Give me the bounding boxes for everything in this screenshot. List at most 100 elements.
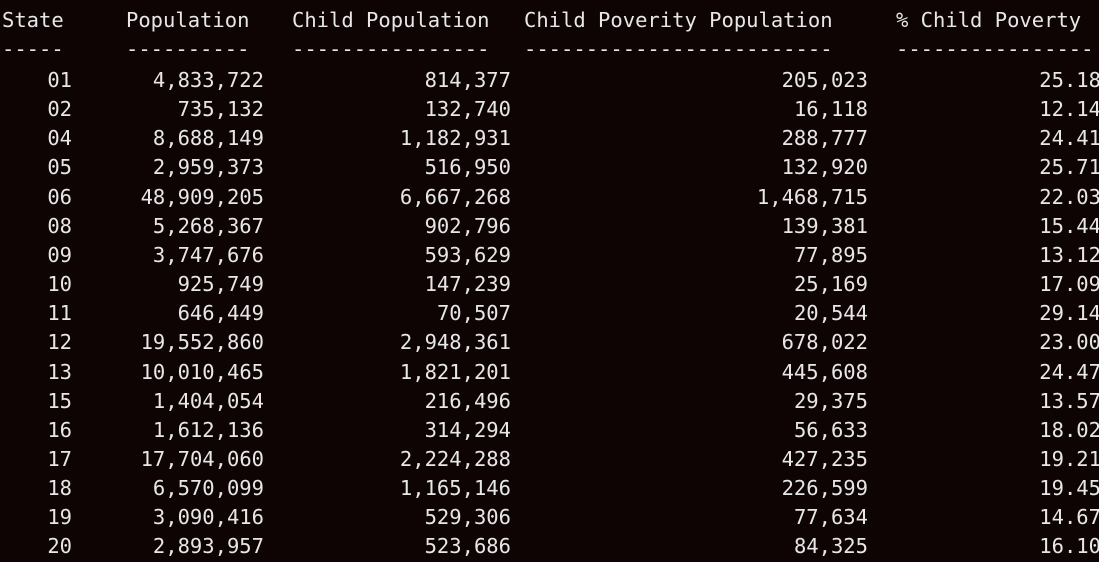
cell-population: 1,612,136 <box>152 417 264 442</box>
cell-child-population: 314,294 <box>424 417 511 442</box>
table-separator-row: ----- ---------- ---------------- ------… <box>0 35 1099 64</box>
cell-state-code: 20 <box>47 534 72 559</box>
cell-child-poverity-population: 445,608 <box>781 359 868 384</box>
cell-percent-child-poverty: 24.47 <box>1039 359 1099 384</box>
cell-state-code: 09 <box>47 242 72 267</box>
table-row: 18 6,570,099 1,165,146 226,599 19.45 <box>0 474 1099 503</box>
cell-state-code: 16 <box>47 417 72 442</box>
cell-child-poverity-population: 678,022 <box>781 330 868 355</box>
table-row: 09 3,747,676 593,629 77,895 13.12 <box>0 241 1099 270</box>
cell-population: 10,010,465 <box>140 359 264 384</box>
cell-child-poverity-population: 77,634 <box>793 505 868 530</box>
cell-child-poverity-population: 1,468,715 <box>756 184 868 209</box>
cell-state-code: 18 <box>47 476 72 501</box>
table-row: 12 19,552,860 2,948,361 678,022 23.00 <box>0 328 1099 357</box>
cell-state-code: 15 <box>47 388 72 413</box>
cell-child-population: 529,306 <box>424 505 511 530</box>
table-header-row: State Population Child Population Child … <box>0 6 1099 35</box>
cell-state-code: 17 <box>47 446 72 471</box>
cell-population: 1,404,054 <box>152 388 264 413</box>
cell-percent-child-poverty: 24.41 <box>1039 126 1099 151</box>
cell-child-poverity-population: 132,920 <box>781 155 868 180</box>
cell-child-population: 6,667,268 <box>399 184 511 209</box>
cell-population: 5,268,367 <box>152 213 264 238</box>
cell-state-code: 05 <box>47 155 72 180</box>
table-row: 08 5,268,367 902,796 139,381 15.44 <box>0 212 1099 241</box>
cell-state-code: 02 <box>47 97 72 122</box>
cell-percent-child-poverty: 15.44 <box>1039 213 1099 238</box>
header-child-poverity-population: Child Poverity Population <box>524 8 833 32</box>
cell-child-population: 216,496 <box>424 388 511 413</box>
table-row: 11 646,449 70,507 20,544 29.14 <box>0 299 1099 328</box>
table-row: 19 3,090,416 529,306 77,634 14.67 <box>0 503 1099 532</box>
cell-child-population: 70,507 <box>436 301 511 326</box>
cell-child-poverity-population: 77,895 <box>793 242 868 267</box>
cell-child-population: 2,948,361 <box>399 330 511 355</box>
cell-population: 735,132 <box>177 97 264 122</box>
header-child-population: Child Population <box>292 8 490 32</box>
cell-child-poverity-population: 16,118 <box>793 97 868 122</box>
cell-percent-child-poverty: 12.14 <box>1039 97 1099 122</box>
cell-child-population: 2,224,288 <box>399 446 511 471</box>
cell-state-code: 10 <box>47 272 72 297</box>
cell-population: 3,747,676 <box>152 242 264 267</box>
table-row: 15 1,404,054 216,496 29,375 13.57 <box>0 387 1099 416</box>
cell-child-population: 593,629 <box>424 242 511 267</box>
cell-population: 4,833,722 <box>152 68 264 92</box>
separator-percent-child-poverty: ---------------- <box>896 37 1094 61</box>
cell-percent-child-poverty: 14.67 <box>1039 505 1099 530</box>
cell-child-poverity-population: 25,169 <box>793 272 868 297</box>
separator-child-population: ---------------- <box>292 37 490 61</box>
cell-child-population: 1,821,201 <box>399 359 511 384</box>
cell-percent-child-poverty: 22.03 <box>1039 184 1099 209</box>
cell-percent-child-poverty: 25.18 <box>1039 68 1099 92</box>
header-state: State <box>2 8 64 32</box>
cell-percent-child-poverty: 23.00 <box>1039 330 1099 355</box>
cell-percent-child-poverty: 19.45 <box>1039 476 1099 501</box>
cell-state-code: 01 <box>47 68 72 92</box>
table-row: 17 17,704,060 2,224,288 427,235 19.21 <box>0 445 1099 474</box>
separator-population: ---------- <box>126 37 250 61</box>
cell-percent-child-poverty: 17.09 <box>1039 272 1099 297</box>
cell-child-poverity-population: 84,325 <box>793 534 868 559</box>
table-row: 10 925,749 147,239 25,169 17.09 <box>0 270 1099 299</box>
cell-state-code: 13 <box>47 359 72 384</box>
table-row: 02 735,132 132,740 16,118 12.14 <box>0 95 1099 124</box>
cell-child-poverity-population: 205,023 <box>781 68 868 92</box>
cell-population: 925,749 <box>177 272 264 297</box>
table-row: 04 8,688,149 1,182,931 288,777 24.41 <box>0 124 1099 153</box>
cell-child-population: 902,796 <box>424 213 511 238</box>
cell-population: 2,959,373 <box>152 155 264 180</box>
table-row: 13 10,010,465 1,821,201 445,608 24.47 <box>0 358 1099 387</box>
cell-child-poverity-population: 226,599 <box>781 476 868 501</box>
cell-child-population: 814,377 <box>424 68 511 92</box>
cell-child-poverity-population: 427,235 <box>781 446 868 471</box>
cell-population: 6,570,099 <box>152 476 264 501</box>
cell-state-code: 19 <box>47 505 72 530</box>
cell-percent-child-poverty: 25.71 <box>1039 155 1099 180</box>
cell-child-population: 147,239 <box>424 272 511 297</box>
cell-child-poverity-population: 56,633 <box>793 417 868 442</box>
separator-state: ----- <box>2 37 64 61</box>
table-row: 16 1,612,136 314,294 56,633 18.02 <box>0 416 1099 445</box>
cell-population: 19,552,860 <box>140 330 264 355</box>
header-population: Population <box>126 8 250 32</box>
cell-child-population: 1,182,931 <box>399 126 511 151</box>
cell-percent-child-poverty: 16.10 <box>1039 534 1099 559</box>
cell-population: 646,449 <box>177 301 264 326</box>
cell-population: 48,909,205 <box>140 184 264 209</box>
cell-percent-child-poverty: 13.12 <box>1039 242 1099 267</box>
cell-population: 2,893,957 <box>152 534 264 559</box>
cell-child-poverity-population: 139,381 <box>781 213 868 238</box>
cell-state-code: 06 <box>47 184 72 209</box>
cell-child-poverity-population: 20,544 <box>793 301 868 326</box>
cell-percent-child-poverty: 18.02 <box>1039 417 1099 442</box>
cell-state-code: 11 <box>47 301 72 326</box>
cell-percent-child-poverty: 29.14 <box>1039 301 1099 326</box>
cell-child-poverity-population: 29,375 <box>793 388 868 413</box>
table-row: 06 48,909,205 6,667,268 1,468,715 22.03 <box>0 183 1099 212</box>
cell-population: 17,704,060 <box>140 446 264 471</box>
cell-child-population: 1,165,146 <box>399 476 511 501</box>
table-row: 05 2,959,373 516,950 132,920 25.71 <box>0 153 1099 182</box>
